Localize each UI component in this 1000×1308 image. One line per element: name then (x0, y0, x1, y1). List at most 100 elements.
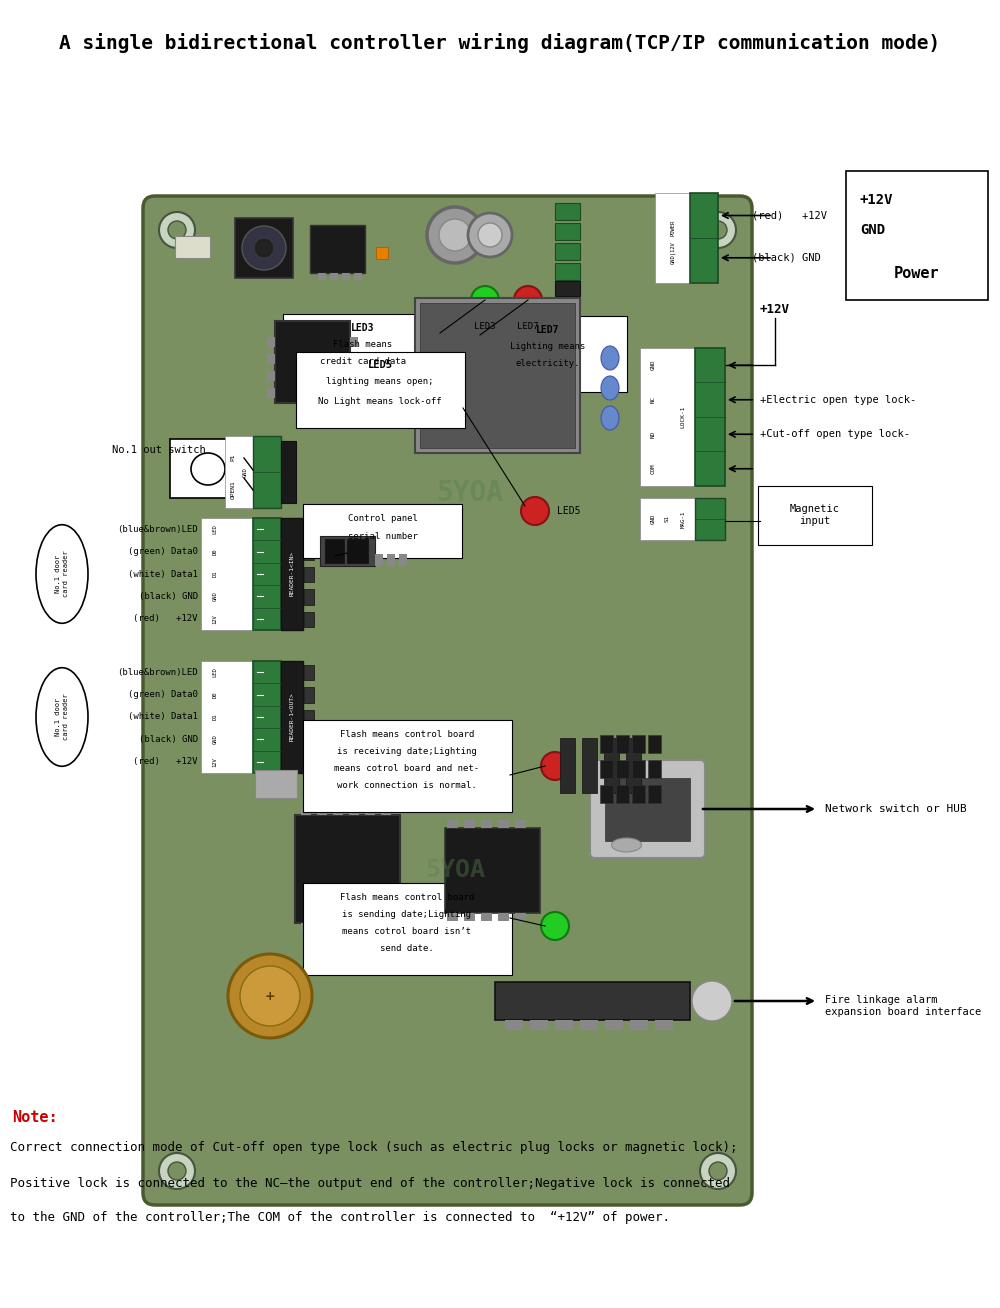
Text: credit card data: credit card data (320, 357, 406, 366)
FancyBboxPatch shape (468, 317, 627, 392)
Text: send date.: send date. (380, 944, 434, 954)
Bar (387, 555, 395, 566)
Circle shape (242, 226, 286, 269)
Bar (648, 785, 661, 803)
Text: LED5: LED5 (557, 506, 580, 515)
Text: Control panel: Control panel (348, 514, 418, 523)
Ellipse shape (601, 405, 619, 430)
Bar (235, 218, 293, 279)
Text: (white) Data1: (white) Data1 (128, 713, 198, 722)
Bar (632, 735, 645, 753)
Circle shape (471, 286, 499, 314)
Bar (555, 281, 580, 296)
Text: No.1 door
card reader: No.1 door card reader (56, 551, 68, 598)
Circle shape (709, 221, 727, 239)
Text: Correct connection mode of Cut-off open type lock (such as electric plug locks o: Correct connection mode of Cut-off open … (10, 1142, 738, 1155)
Bar (399, 555, 407, 566)
Circle shape (228, 954, 312, 1039)
Bar (415, 298, 580, 453)
Text: POWER: POWER (670, 220, 676, 237)
Text: Magnetic
input: Magnetic input (790, 504, 840, 526)
Bar (464, 913, 475, 921)
Bar (267, 388, 275, 398)
Circle shape (168, 221, 186, 239)
Text: (black) GND: (black) GND (139, 735, 198, 744)
Text: D0: D0 (212, 692, 218, 698)
Text: (black) GND: (black) GND (752, 252, 821, 263)
Text: Note:: Note: (12, 1110, 58, 1125)
Bar (317, 807, 327, 815)
Text: Flash means control board: Flash means control board (340, 730, 474, 739)
Bar (225, 436, 253, 508)
Bar (304, 522, 314, 538)
Text: (green) Data0: (green) Data0 (128, 547, 198, 556)
Bar (481, 913, 492, 921)
Text: (red)   +12V: (red) +12V (133, 615, 198, 624)
Bar (350, 388, 358, 398)
Bar (281, 661, 303, 773)
FancyBboxPatch shape (303, 504, 462, 559)
Bar (201, 518, 253, 630)
Text: (blue&brown)LED: (blue&brown)LED (117, 667, 198, 676)
Text: Fire linkage alarm
expansion board interface: Fire linkage alarm expansion board inter… (825, 995, 981, 1016)
Text: A single bidirectional controller wiring diagram(TCP/IP communication mode): A single bidirectional controller wiring… (59, 33, 941, 54)
Bar (318, 273, 326, 280)
Text: Flash means: Flash means (333, 340, 393, 349)
Circle shape (254, 238, 274, 258)
Text: Power: Power (894, 266, 940, 280)
Bar (530, 1020, 548, 1029)
Bar (600, 785, 613, 803)
Text: D1: D1 (212, 570, 218, 577)
Bar (555, 222, 580, 239)
Bar (495, 982, 690, 1020)
Ellipse shape (36, 667, 88, 766)
Bar (616, 735, 629, 753)
Text: LED7: LED7 (517, 322, 539, 331)
Bar (275, 320, 350, 403)
Bar (267, 371, 275, 381)
Text: GND: GND (860, 222, 885, 237)
Bar (600, 760, 613, 778)
Text: Positive lock is connected to the NC—the output end of the controller;Negative l: Positive lock is connected to the NC—the… (10, 1176, 730, 1189)
FancyBboxPatch shape (296, 352, 465, 428)
Bar (555, 263, 580, 280)
Bar (555, 203, 580, 220)
FancyBboxPatch shape (758, 487, 872, 545)
Bar (604, 738, 619, 793)
Bar (655, 1020, 673, 1029)
FancyBboxPatch shape (846, 171, 988, 300)
Circle shape (709, 1162, 727, 1180)
Text: 12V: 12V (212, 613, 218, 624)
Bar (349, 807, 359, 815)
Bar (375, 555, 383, 566)
Text: LED3: LED3 (474, 322, 496, 331)
Bar (304, 612, 314, 627)
Bar (347, 539, 369, 564)
Bar (648, 760, 661, 778)
Bar (582, 738, 597, 793)
Text: NO: NO (650, 430, 656, 438)
Bar (310, 225, 365, 273)
Text: GND: GND (212, 591, 218, 602)
Text: (black) GND: (black) GND (139, 593, 198, 600)
Circle shape (521, 497, 549, 525)
Ellipse shape (612, 838, 642, 852)
Text: 5YOA: 5YOA (425, 858, 485, 882)
Text: GND|12V: GND|12V (670, 242, 676, 264)
Bar (648, 735, 661, 753)
Text: means cotrol board and net-: means cotrol board and net- (334, 764, 480, 773)
Bar (304, 688, 314, 702)
Bar (304, 664, 314, 680)
Bar (616, 760, 629, 778)
Bar (201, 661, 253, 773)
Bar (632, 760, 645, 778)
Text: Network switch or HUB: Network switch or HUB (825, 804, 967, 814)
Text: serial number: serial number (348, 532, 418, 542)
Bar (498, 820, 509, 828)
Bar (267, 354, 275, 364)
Bar (640, 348, 695, 487)
Text: OPEN1: OPEN1 (230, 480, 236, 500)
Bar (320, 536, 375, 566)
Bar (354, 273, 362, 280)
Bar (560, 738, 575, 793)
